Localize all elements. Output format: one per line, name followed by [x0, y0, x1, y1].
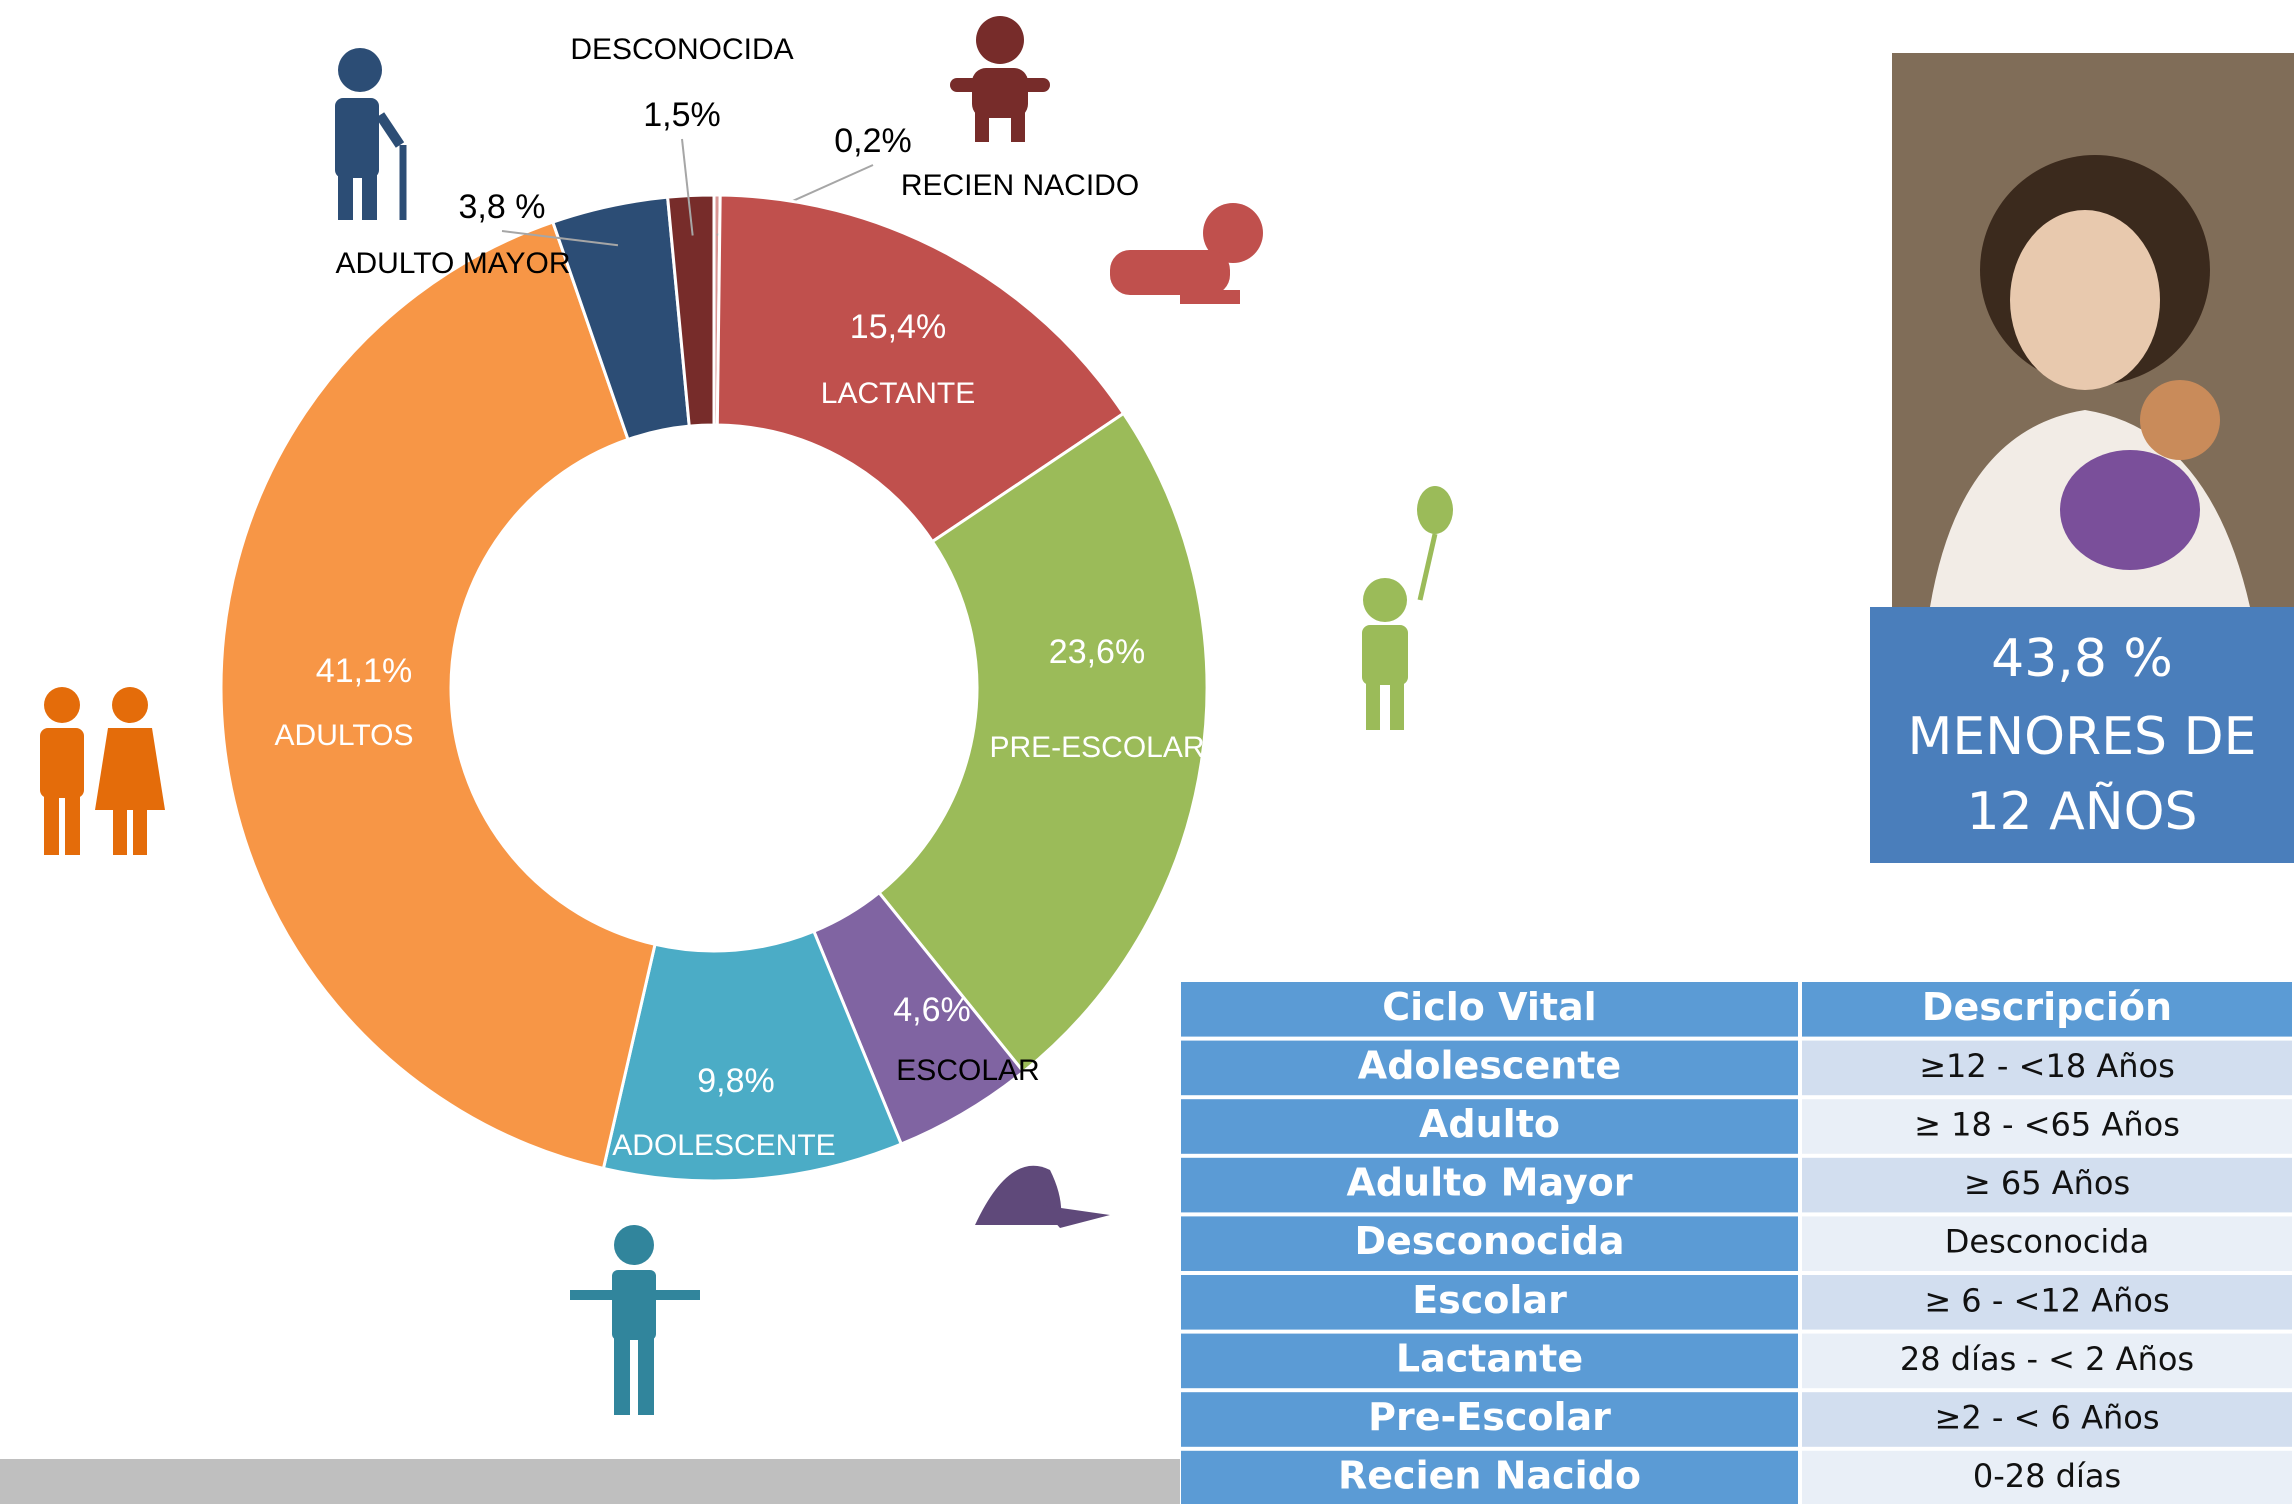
- table-text: Recien Nacido: [1338, 1454, 1641, 1498]
- table-text: ≥2 - < 6 Años: [1935, 1399, 2160, 1437]
- slice-value-label: 9,8%: [697, 1062, 775, 1100]
- slice-category-label: PRE-ESCOLAR: [989, 731, 1204, 764]
- slice-category-label: ADULTO MAYOR: [335, 247, 570, 280]
- slice-value-label: 4,6%: [893, 991, 971, 1029]
- table: Ciclo Vital Descripción Adolescente ≥12 - <…: [1181, 982, 2292, 1504]
- table-text: Adulto Mayor: [1346, 1161, 1632, 1205]
- slice-value-label: 41,1%: [316, 652, 412, 690]
- slice-category-label: ADOLESCENTE: [612, 1129, 835, 1162]
- table-text: Pre-Escolar: [1368, 1395, 1611, 1439]
- icon-child-balloon: [1362, 486, 1453, 730]
- table-text: Desconocida: [1354, 1219, 1624, 1263]
- icon-teen: [570, 1225, 700, 1415]
- table-text: ≥ 65 Años: [1964, 1164, 2130, 1202]
- slice-category-label: DESCONOCIDA: [570, 33, 793, 66]
- table-text: 0-28 días: [1973, 1457, 2121, 1495]
- slice-value-label: 1,5%: [643, 96, 721, 134]
- donut-slice: [221, 222, 655, 1168]
- slice-category-label: LACTANTE: [821, 377, 975, 410]
- table-text: Ciclo Vital: [1382, 985, 1596, 1029]
- slice-category-label: RECIEN NACIDO: [901, 169, 1139, 202]
- slice-value-label: 15,4%: [850, 308, 946, 346]
- table-text: ≥ 18 - <65 Años: [1914, 1106, 2180, 1144]
- table-text: Adulto: [1419, 1102, 1560, 1146]
- table-text: ≥12 - <18 Años: [1919, 1047, 2175, 1085]
- photo: [1892, 53, 2294, 607]
- slice-category-label: ESCOLAR: [896, 1054, 1039, 1087]
- table-text: Lactante: [1396, 1336, 1583, 1380]
- slice-value-label: 3,8 %: [459, 188, 546, 226]
- icon-newborn: [950, 16, 1050, 142]
- icon-elderly: [335, 48, 403, 220]
- table-text: Adolescente: [1358, 1043, 1621, 1087]
- page: 43,8 % MENORES DE 12 AÑOS 0,2% RECIEN NAC…: [0, 0, 2294, 1504]
- slice-category-label: ADULTOS: [275, 719, 414, 752]
- icon-adults: [40, 687, 165, 855]
- table-text: Desconocida: [1945, 1223, 2149, 1261]
- table-text: 28 días - < 2 Años: [1900, 1340, 2194, 1378]
- table-text: ≥ 6 - <12 Años: [1924, 1281, 2169, 1319]
- table-text: Escolar: [1412, 1278, 1567, 1322]
- slice-value-label: 0,2%: [834, 122, 912, 160]
- callout-line: 12 AÑOS: [1966, 781, 2197, 842]
- callout-line: 43,8 %: [1991, 629, 2173, 689]
- slice-value-label: 23,6%: [1049, 633, 1145, 671]
- callout-line: MENORES DE: [1908, 707, 2257, 767]
- icon-baby-crawling: [1110, 203, 1263, 304]
- footer-bar: [0, 1459, 1180, 1504]
- table-text: Descripción: [1922, 985, 2172, 1029]
- icon-cap: [975, 1166, 1110, 1228]
